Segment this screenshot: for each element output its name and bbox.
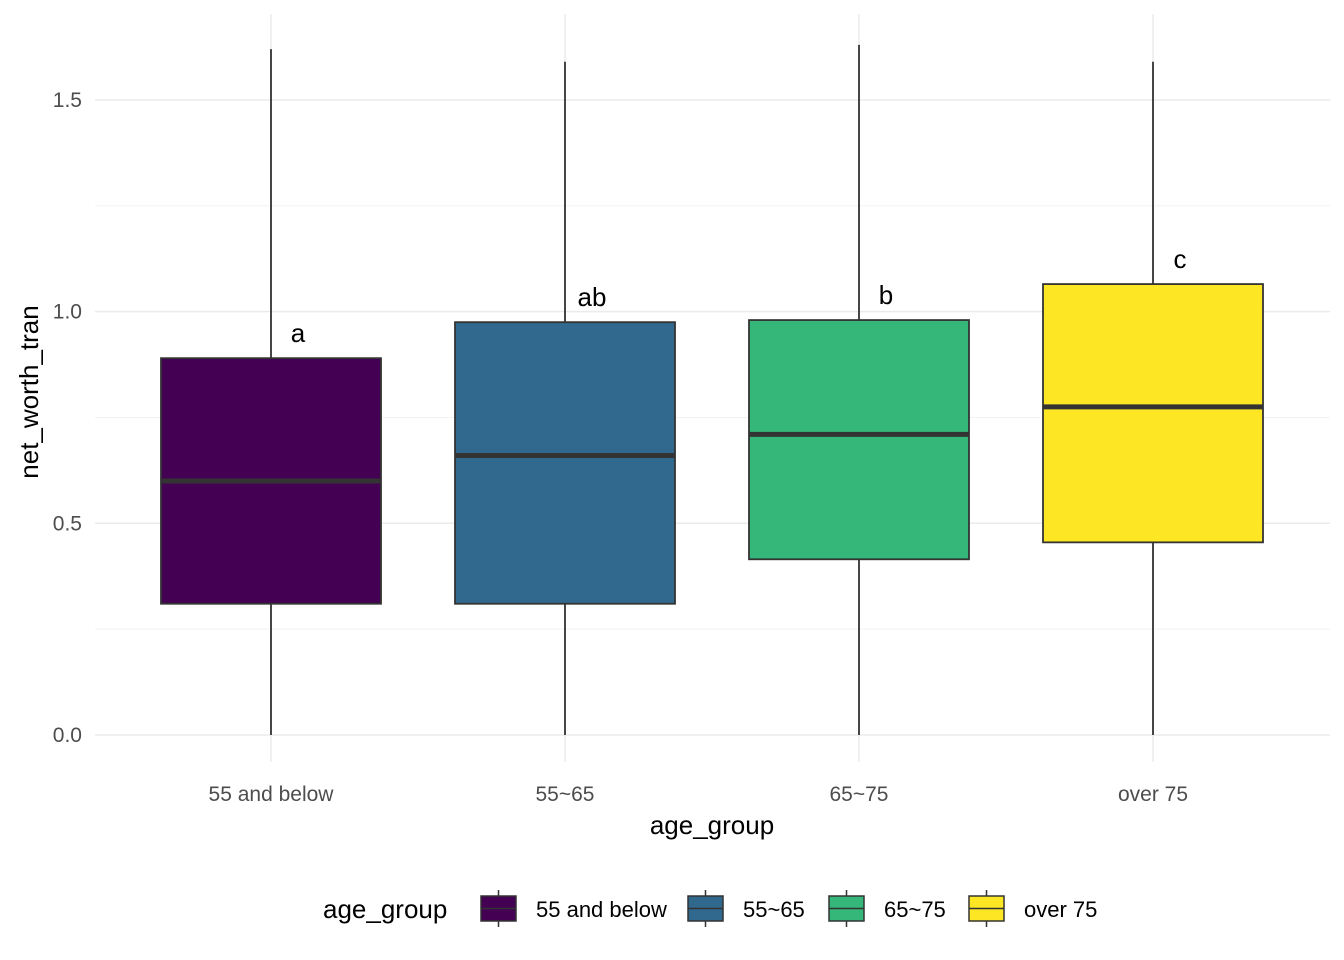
y-tick-labels: 0.0 0.5 1.0 1.5 [53,89,82,747]
legend-entry: 55~65 [687,890,805,927]
legend-entry: over 75 [968,890,1097,927]
legend-label: 65~75 [884,897,946,922]
x-tick-label: over 75 [1118,783,1188,806]
box-3: b [748,44,970,735]
x-tick-labels: 55 and below 55~65 65~75 over 75 [209,783,1188,806]
significance-label: a [291,318,306,348]
box-layer: a ab b c [160,44,1264,735]
legend-title: age_group [323,894,447,924]
y-axis-title: net_worth_tran [14,305,44,478]
box-4: c [1042,61,1264,735]
y-tick-label: 0.5 [53,512,82,535]
box-body [748,319,970,561]
legend-label: over 75 [1024,897,1097,922]
y-tick-label: 1.5 [53,89,82,112]
significance-label: c [1174,244,1187,274]
box-2: ab [454,61,676,735]
box-body [454,321,676,605]
legend-entry: 55 and below [480,890,667,927]
x-tick-label: 55~65 [536,783,595,806]
y-tick-label: 0.0 [53,724,82,747]
box-1: a [160,49,382,735]
significance-label: ab [578,282,607,312]
x-tick-label: 55 and below [209,783,335,806]
legend-label: 55~65 [743,897,805,922]
legend-entry: 65~75 [828,890,946,927]
significance-label: b [879,280,893,310]
x-axis-title: age_group [650,810,774,840]
x-tick-label: 65~75 [830,783,889,806]
legend: age_group 55 and below 55~65 65~75 over 75 [323,890,1097,927]
y-tick-label: 1.0 [53,301,82,324]
legend-label: 55 and below [536,897,667,922]
box-body [1042,283,1264,544]
